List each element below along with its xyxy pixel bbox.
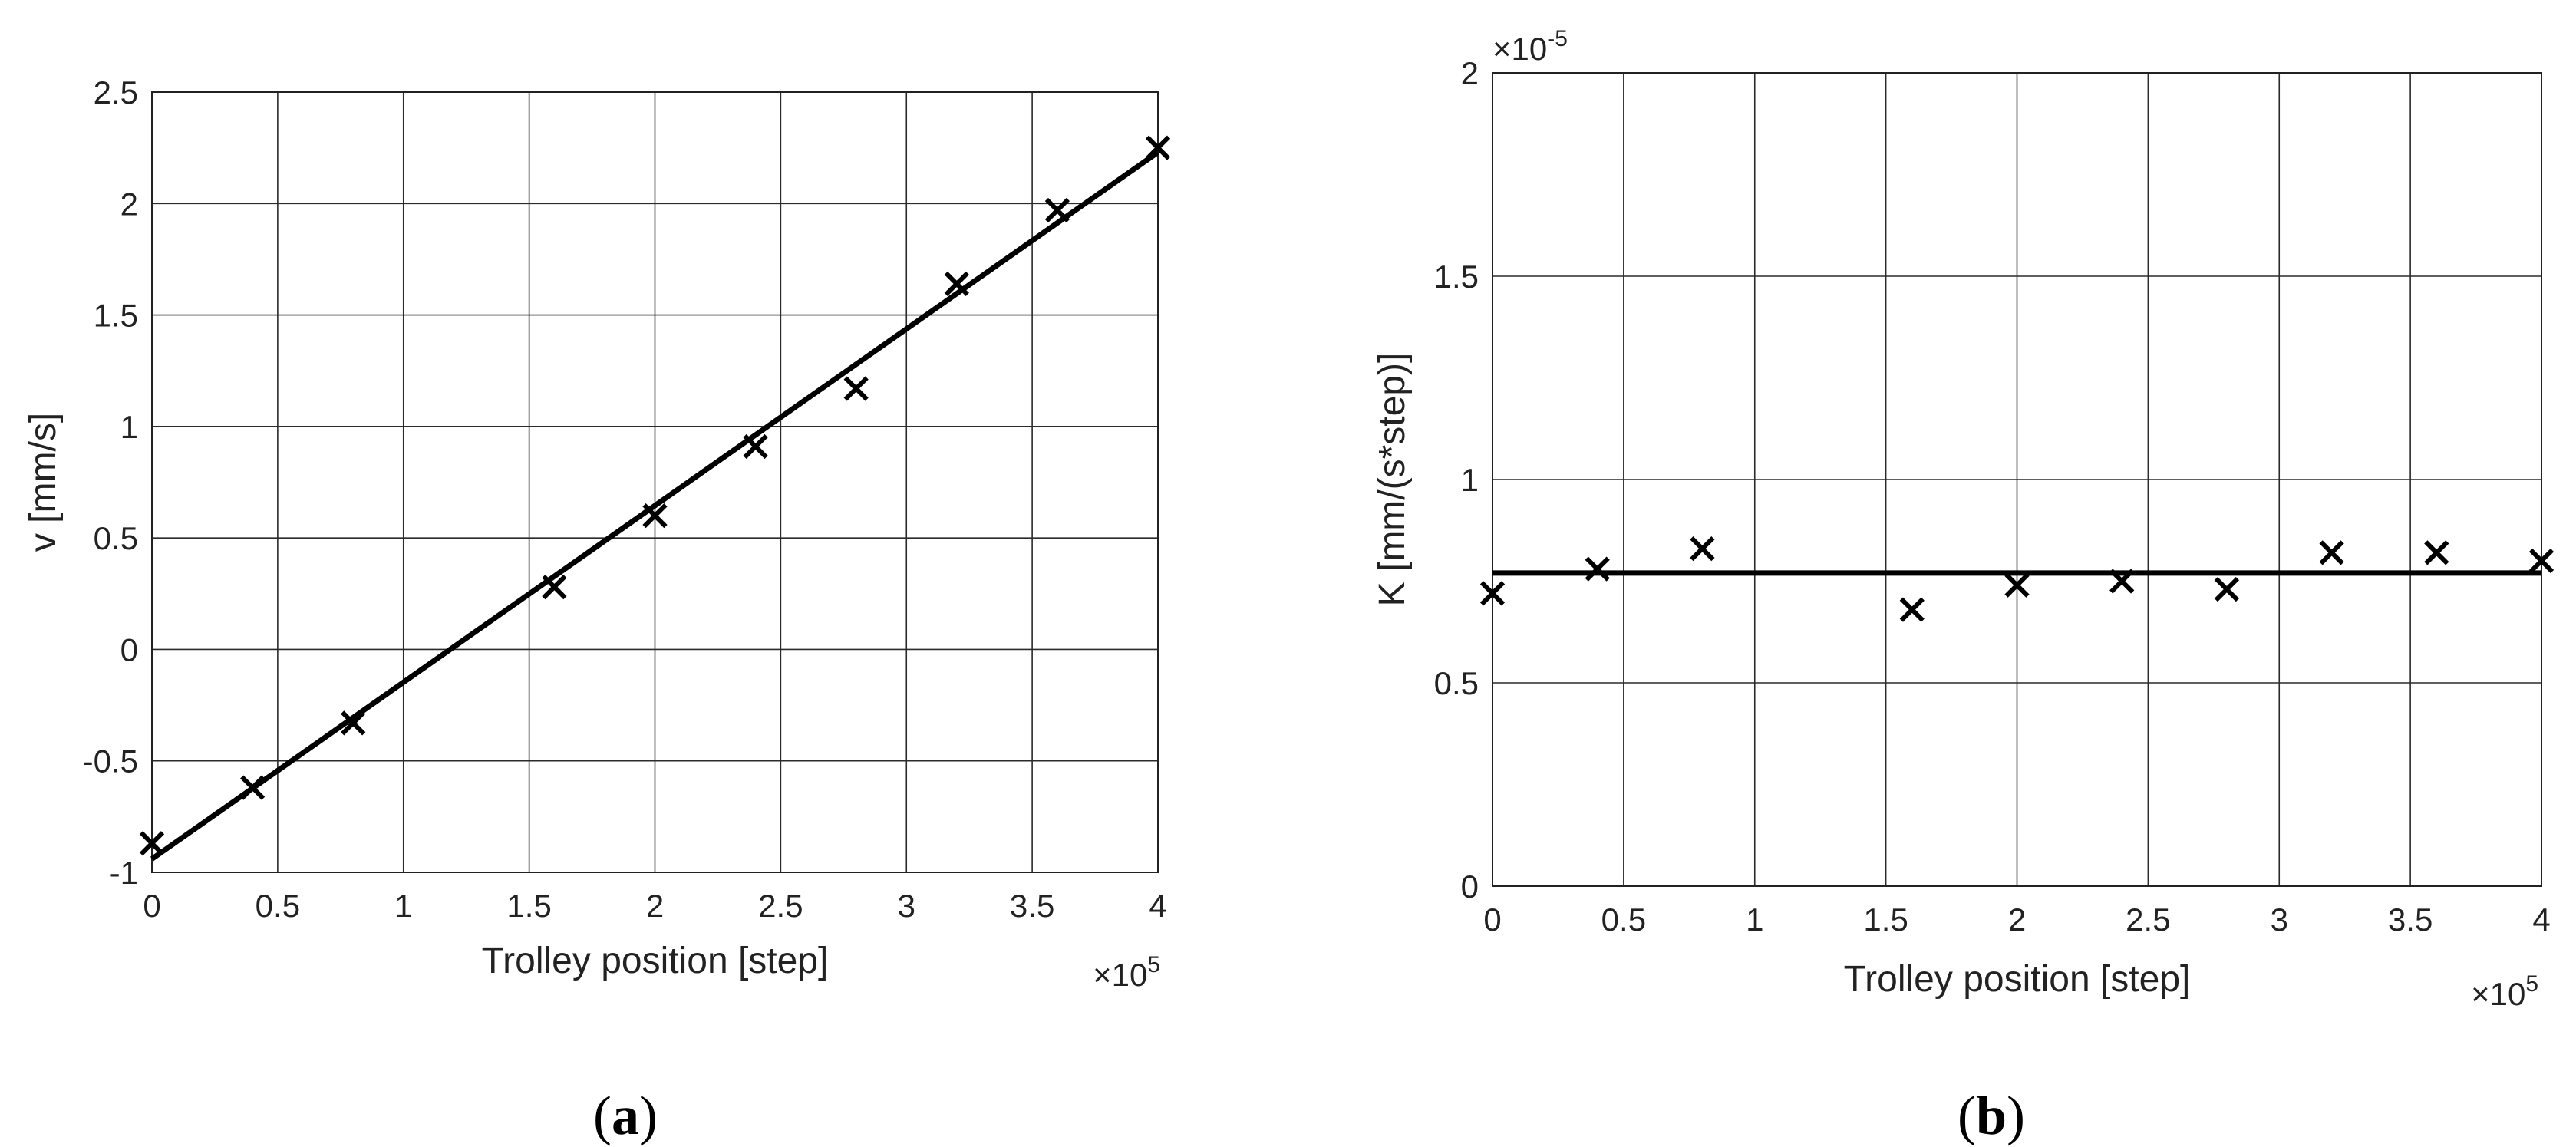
x-tick-label-b-5: 2.5 xyxy=(2126,901,2170,938)
x-tick-label-a-3: 1.5 xyxy=(506,888,551,924)
y-tick-label-a-7: 2.5 xyxy=(94,74,138,110)
data-point-b-2 xyxy=(1690,536,1715,562)
x-axis-title-a: Trolley position [step] xyxy=(482,941,829,981)
grid-b xyxy=(1492,72,2542,887)
x-tick-label-b-7: 3.5 xyxy=(2388,901,2433,938)
x-tick-label-b-4: 2 xyxy=(2008,901,2026,938)
data-point-b-4 xyxy=(2004,572,2030,598)
y-tick-label-a-4: 1 xyxy=(120,409,138,445)
x-multiplier-b: ×105 xyxy=(2471,971,2538,1012)
fit-line-a xyxy=(150,150,1160,862)
chart-panel-b: 0 0.5 1 1.5 2 2.5 3 3.5 4 0 0.5 1 1.5 2 Trolley posi… xyxy=(1372,26,2555,1146)
y-axis-title-a: v [mm/s] xyxy=(23,413,64,552)
x-tick-label-b-1: 0.5 xyxy=(1601,901,1646,938)
y-tick-label-a-6: 2 xyxy=(120,186,138,222)
y-tick-label-b-2: 1 xyxy=(1461,462,1479,498)
x-tick-label-b-2: 1 xyxy=(1746,901,1763,938)
data-point-a-6 xyxy=(843,376,869,401)
y-tick-label-a-0: -1 xyxy=(110,855,138,891)
plot-frame-a xyxy=(151,91,1159,873)
y-tick-label-a-2: 0 xyxy=(120,631,138,667)
data-points-a xyxy=(139,135,1171,856)
y-tick-label-a-3: 0.5 xyxy=(94,520,138,556)
data-point-a-8 xyxy=(1044,197,1070,223)
x-tick-label-a-0: 0 xyxy=(143,888,160,924)
y-tick-label-b-0: 0 xyxy=(1461,868,1479,905)
x-tick-label-a-4: 2 xyxy=(646,888,664,924)
data-point-b-5 xyxy=(2109,569,2135,594)
data-point-b-1 xyxy=(1585,556,1610,582)
y-tick-label-b-4: 2 xyxy=(1461,55,1479,91)
data-point-a-2 xyxy=(341,710,366,736)
y-tick-label-b-3: 1.5 xyxy=(1434,259,1479,295)
y-tick-label-a-1: -0.5 xyxy=(83,743,138,779)
panel-label-b: (b) xyxy=(1958,1085,2025,1146)
x-multiplier-a: ×105 xyxy=(1093,952,1160,993)
chart-panel-a: 0 0.5 1 1.5 2 2.5 3 3.5 4 -1 -0.5 0 0.5 1 1.5 2 2.5 Tro… xyxy=(23,74,1171,1146)
plot-frame-b xyxy=(1492,72,2542,887)
y-ticks-b: 0 0.5 1 1.5 2 xyxy=(1434,55,1479,905)
data-point-b-3 xyxy=(1899,597,1925,622)
x-tick-label-b-0: 0 xyxy=(1483,901,1501,938)
y-axis-title-b: K [mm/(s*step)] xyxy=(1372,353,1413,607)
data-points-b xyxy=(1479,536,2555,622)
x-tick-label-b-8: 4 xyxy=(2532,901,2550,938)
data-point-a-3 xyxy=(542,574,567,600)
data-point-b-0 xyxy=(1479,581,1506,606)
x-axis-title-b: Trolley position [step] xyxy=(1844,959,2191,1000)
y-ticks-a: -1 -0.5 0 0.5 1 1.5 2 2.5 xyxy=(83,74,138,891)
x-ticks-a: 0 0.5 1 1.5 2 2.5 3 3.5 4 xyxy=(143,888,1166,924)
x-tick-label-a-2: 1 xyxy=(394,888,412,924)
data-point-a-4 xyxy=(642,503,668,529)
y-tick-label-b-1: 0.5 xyxy=(1434,665,1479,701)
x-tick-label-a-5: 2.5 xyxy=(758,888,803,924)
data-point-b-8 xyxy=(2424,540,2449,565)
y-multiplier-b: ×10-5 xyxy=(1492,26,1568,67)
x-tick-label-a-7: 3.5 xyxy=(1010,888,1054,924)
data-point-b-7 xyxy=(2319,540,2344,565)
data-point-a-7 xyxy=(944,271,969,297)
y-tick-label-a-5: 1.5 xyxy=(94,298,138,334)
x-tick-label-a-1: 0.5 xyxy=(256,888,300,924)
x-tick-label-a-6: 3 xyxy=(898,888,915,924)
fit-lines-a xyxy=(150,150,1160,862)
panel-label-a: (a) xyxy=(593,1085,658,1146)
x-tick-label-a-8: 4 xyxy=(1149,888,1166,924)
data-point-a-5 xyxy=(743,433,768,460)
data-point-a-1 xyxy=(239,775,266,800)
x-ticks-b: 0 0.5 1 1.5 2 2.5 3 3.5 4 xyxy=(1483,901,2550,938)
data-point-b-9 xyxy=(2528,548,2555,574)
data-point-b-6 xyxy=(2214,576,2240,602)
data-point-a-0 xyxy=(139,831,165,856)
x-tick-label-b-6: 3 xyxy=(2271,901,2288,938)
x-tick-label-b-3: 1.5 xyxy=(1863,901,1908,938)
data-point-a-9 xyxy=(1145,135,1171,160)
